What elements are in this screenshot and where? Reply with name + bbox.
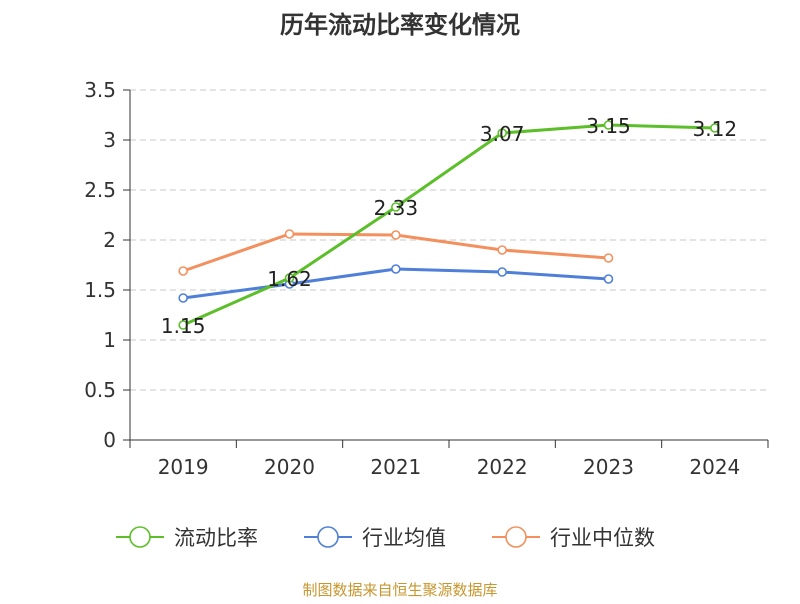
data-label: 1.15 — [161, 314, 206, 338]
x-tick-label: 2024 — [689, 455, 740, 479]
y-tick-label: 0.5 — [84, 378, 116, 402]
grid-layer — [130, 89, 768, 391]
data-label-layer: 1.15 1.62 2.33 3.07 3.15 3.12 — [161, 114, 737, 338]
legend-item: 行业中位数 — [492, 526, 655, 550]
data-point-1 — [603, 274, 614, 284]
y-tick-label: 2.5 — [84, 178, 116, 202]
legend-item: 行业均值 — [304, 526, 446, 550]
x-tick-label: 2022 — [477, 455, 528, 479]
source-note: 制图数据来自恒生聚源数据库 — [302, 581, 497, 599]
data-label: 3.07 — [480, 122, 525, 146]
series-layer — [178, 120, 720, 330]
data-label: 2.33 — [374, 196, 419, 220]
data-point-1 — [178, 293, 188, 303]
data-point-0 — [284, 273, 295, 283]
data-point-0 — [710, 123, 720, 133]
y-tick-label: 3 — [103, 128, 116, 152]
y-tick-label: 1.5 — [84, 278, 116, 302]
data-point-0 — [603, 120, 614, 130]
data-point-1 — [497, 267, 507, 277]
legend-marker-icon — [317, 526, 339, 548]
legend-marker-icon — [129, 526, 151, 548]
axis-layer: 0 0.5 1 1.5 2 2.5 3 3.5 2019 2020 2021 2022 2023 2024 — [84, 78, 769, 479]
chart-title: 历年流动比率变化情况 — [280, 11, 520, 39]
legend-label: 流动比率 — [174, 526, 258, 550]
legend: 流动比率 行业均值 行业中位数 — [116, 526, 655, 550]
data-point-2 — [178, 266, 188, 276]
data-point-0 — [178, 320, 188, 330]
data-point-0 — [391, 202, 401, 212]
x-tick-label: 2023 — [583, 455, 634, 479]
data-label: 3.12 — [693, 117, 738, 141]
data-point-2 — [391, 230, 401, 240]
series-line-0 — [182, 123, 715, 327]
legend-marker-icon — [505, 526, 527, 548]
y-tick-label: 3.5 — [84, 78, 116, 102]
y-tick-label: 1 — [103, 328, 116, 352]
data-point-2 — [284, 229, 295, 239]
y-tick-label: 2 — [103, 228, 116, 252]
x-tick-label: 2020 — [264, 455, 315, 479]
data-point-1 — [391, 264, 401, 274]
data-label: 1.62 — [267, 267, 312, 291]
x-tick-label: 2021 — [370, 455, 421, 479]
x-tick-label: 2019 — [158, 455, 209, 479]
legend-item: 流动比率 — [116, 526, 258, 550]
y-tick-label: 0 — [103, 428, 116, 452]
data-point-0 — [497, 128, 507, 138]
data-point-2 — [497, 245, 507, 255]
data-point-2 — [603, 253, 614, 263]
legend-label: 行业均值 — [362, 526, 446, 550]
legend-label: 行业中位数 — [550, 526, 655, 550]
data-label: 3.15 — [586, 114, 631, 138]
